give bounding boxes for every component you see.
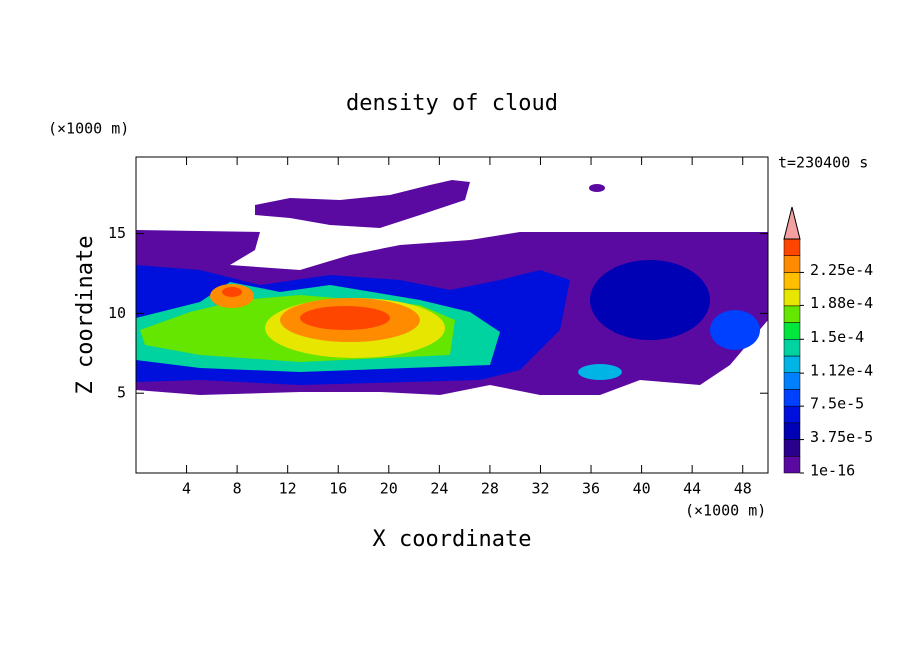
y-tick-label: 15 (108, 224, 126, 242)
colorbar-band (783, 422, 801, 440)
colorbar-band (783, 339, 801, 357)
contour-region (578, 364, 622, 380)
x-tick-label: 8 (233, 480, 242, 498)
x-unit: (×1000 m) (685, 502, 766, 520)
x-tick-label: 16 (329, 480, 347, 498)
y-tick-label: 10 (108, 304, 126, 322)
contour-field (136, 180, 768, 395)
chart-title: density of cloud (346, 91, 558, 116)
x-tick-label: 12 (279, 480, 297, 498)
colorbar-extension (783, 206, 801, 240)
x-tick-label: 4 (182, 480, 191, 498)
x-axis-label: X coordinate (373, 527, 532, 552)
colorbar-band (783, 288, 801, 307)
contour-region (710, 310, 760, 350)
colorbar-tick-label: 7.5e-5 (810, 395, 864, 413)
colorbar-tick-label: 2.25e-4 (810, 261, 873, 279)
contour-region (590, 260, 710, 340)
x-tick-label: 36 (582, 480, 600, 498)
x-tick-label: 24 (430, 480, 448, 498)
colorbar-band (783, 456, 801, 474)
contour-region (300, 306, 390, 330)
colorbar-band (783, 272, 801, 290)
time-label: t=230400 s (778, 154, 868, 172)
colorbar-tick-label: 3.75e-5 (810, 428, 873, 446)
x-tick-label: 48 (734, 480, 752, 498)
colorbar-band (783, 322, 801, 340)
x-tick-label: 40 (633, 480, 651, 498)
colorbar-band (783, 405, 801, 424)
colorbar-band (783, 305, 801, 323)
colorbar-tick-label: 1.12e-4 (810, 362, 873, 380)
colorbar-tick-label: 1.5e-4 (810, 328, 864, 346)
contour-region (589, 184, 605, 192)
colorbar-band (783, 355, 801, 373)
colorbar-band (783, 255, 801, 273)
x-tick-label: 44 (683, 480, 701, 498)
y-tick-label: 5 (117, 384, 126, 402)
x-tick-label: 32 (531, 480, 549, 498)
y-axis-label: Z coordinate (73, 236, 98, 395)
contour-region (222, 287, 242, 297)
colorbar-band (783, 238, 801, 256)
colorbar-tick-label: 1.88e-4 (810, 294, 873, 312)
plot-frame (135, 156, 769, 474)
x-tick-label: 28 (481, 480, 499, 498)
contour-region (255, 180, 470, 228)
colorbar-band (783, 389, 801, 407)
colorbar-band (783, 372, 801, 390)
colorbar-band (783, 439, 801, 457)
x-tick-label: 20 (380, 480, 398, 498)
colorbar-tick-label: 1e-16 (810, 462, 855, 480)
y-unit: (×1000 m) (48, 120, 129, 138)
